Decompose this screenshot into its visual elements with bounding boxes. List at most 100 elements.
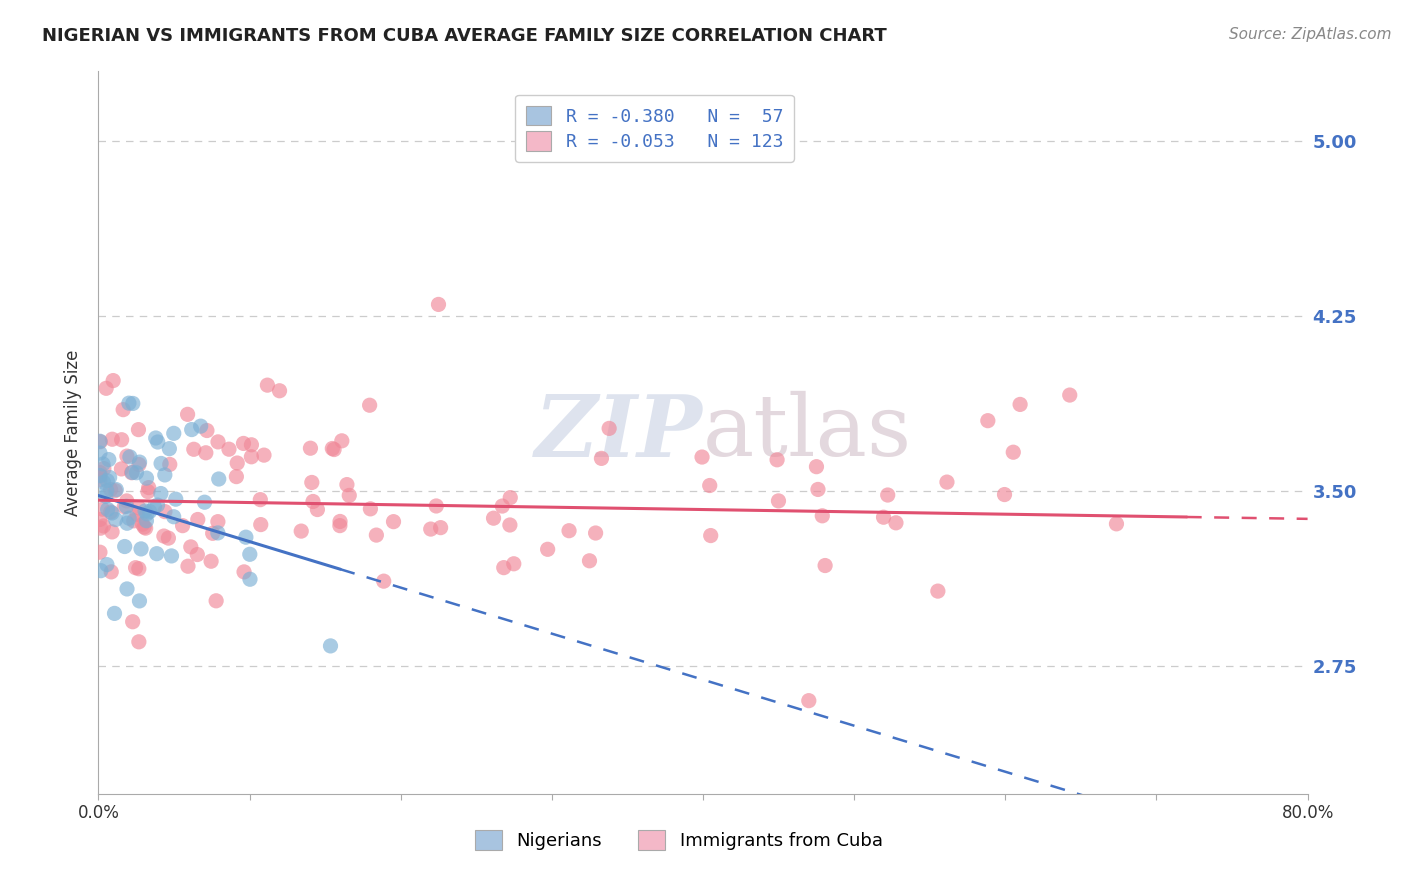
Point	[98, 470, 121, 484]
Point	[301, 475, 323, 490]
Text: Source: ZipAtlas.com: Source: ZipAtlas.com	[1229, 27, 1392, 42]
Point	[373, 574, 395, 589]
Point	[104, 483, 127, 498]
Point	[482, 511, 505, 525]
Point	[807, 483, 830, 497]
Point	[135, 514, 157, 528]
Point	[112, 500, 135, 514]
Point	[91, 457, 114, 471]
Point	[249, 492, 271, 507]
Point	[110, 462, 132, 476]
Point	[299, 441, 322, 455]
Point	[239, 547, 262, 561]
Point	[366, 528, 388, 542]
Point	[96, 474, 118, 488]
Point	[591, 451, 613, 466]
Point	[180, 423, 202, 437]
Point	[165, 492, 187, 507]
Point	[302, 494, 325, 508]
Point	[127, 423, 149, 437]
Point	[201, 526, 224, 541]
Point	[336, 477, 359, 491]
Point	[136, 484, 159, 499]
Point	[112, 402, 135, 417]
Point	[1002, 445, 1025, 459]
Point	[319, 639, 342, 653]
Point	[207, 515, 229, 529]
Point	[103, 607, 125, 621]
Point	[240, 450, 263, 464]
Point	[249, 517, 271, 532]
Point	[111, 433, 134, 447]
Point	[194, 446, 217, 460]
Point	[104, 512, 127, 526]
Point	[1010, 397, 1032, 411]
Legend: Nigerians, Immigrants from Cuba: Nigerians, Immigrants from Cuba	[468, 822, 890, 857]
Point	[218, 442, 240, 457]
Point	[121, 396, 143, 410]
Point	[157, 531, 180, 545]
Point	[226, 456, 249, 470]
Point	[96, 381, 118, 395]
Point	[121, 615, 143, 629]
Point	[578, 554, 600, 568]
Point	[425, 499, 447, 513]
Point	[89, 434, 111, 449]
Point	[766, 452, 789, 467]
Point	[89, 545, 111, 559]
Point	[135, 521, 157, 535]
Point	[89, 468, 111, 483]
Point	[153, 505, 176, 519]
Point	[193, 495, 215, 509]
Point	[359, 501, 381, 516]
Point	[183, 442, 205, 457]
Point	[96, 483, 118, 498]
Point	[94, 489, 117, 503]
Point	[225, 469, 247, 483]
Point	[105, 483, 128, 497]
Point	[491, 499, 513, 513]
Point	[499, 518, 522, 533]
Point	[159, 458, 181, 472]
Point	[253, 448, 276, 462]
Point	[115, 582, 138, 596]
Point	[93, 461, 115, 475]
Point	[537, 542, 560, 557]
Y-axis label: Average Family Size: Average Family Size	[65, 350, 83, 516]
Point	[269, 384, 291, 398]
Point	[180, 540, 202, 554]
Point	[163, 426, 186, 441]
Point	[307, 502, 329, 516]
Point	[205, 594, 228, 608]
Point	[337, 488, 360, 502]
Point	[121, 466, 143, 480]
Point	[97, 452, 120, 467]
Point	[96, 558, 118, 572]
Point	[290, 524, 312, 538]
Point	[127, 508, 149, 522]
Point	[146, 498, 169, 512]
Point	[114, 540, 136, 554]
Point	[90, 564, 112, 578]
Point	[89, 446, 111, 460]
Point	[138, 504, 160, 518]
Point	[100, 483, 122, 497]
Point	[143, 500, 166, 514]
Point	[146, 435, 169, 450]
Point	[502, 557, 524, 571]
Point	[585, 526, 607, 541]
Point	[89, 469, 111, 483]
Point	[128, 594, 150, 608]
Point	[330, 434, 353, 448]
Point	[90, 521, 112, 535]
Point	[232, 436, 254, 450]
Point	[977, 414, 1000, 428]
Point	[135, 471, 157, 485]
Point	[89, 434, 111, 449]
Point	[89, 473, 111, 487]
Point	[101, 432, 124, 446]
Point	[149, 486, 172, 500]
Point	[138, 481, 160, 495]
Point	[115, 494, 138, 508]
Point	[598, 421, 620, 435]
